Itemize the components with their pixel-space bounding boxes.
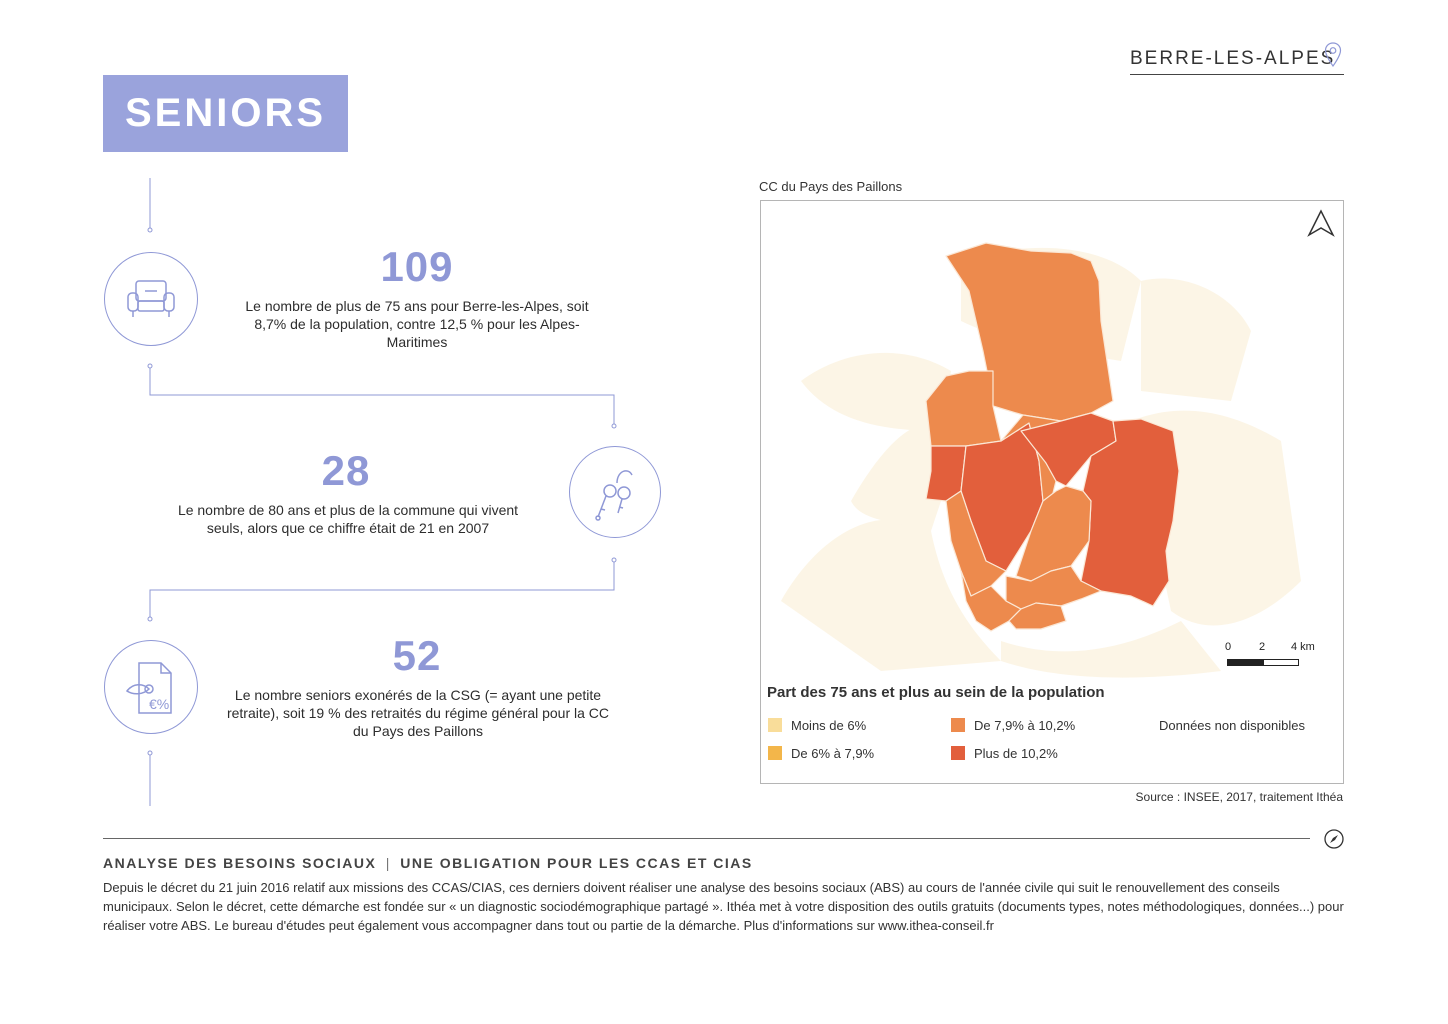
footer-title-separator: | (385, 855, 391, 871)
legend-title: Part des 75 ans et plus au sein de la po… (767, 684, 1105, 701)
map-source: Source : INSEE, 2017, traitement Ithéa (1135, 790, 1343, 804)
stat-value-2: 28 (321, 447, 371, 494)
keys-icon-circle (569, 446, 661, 538)
section-title: SENIORS (124, 91, 327, 135)
keys-icon (595, 470, 633, 521)
legend-swatch-1 (768, 718, 782, 732)
legend-swatch-2 (768, 746, 782, 760)
timeline-connectors (147, 178, 617, 806)
armchair-icon (127, 280, 175, 317)
stat-value-1: 109 (380, 243, 454, 290)
legend-label-2: De 6% à 7,9% (791, 746, 875, 761)
compass-icon (1324, 829, 1344, 849)
map-pin-icon (1324, 42, 1342, 68)
footer-title-right: UNE OBLIGATION POUR LES CCAS ET CIAS (400, 855, 753, 871)
legend-label-1: Moins de 6% (791, 718, 867, 733)
stat-text-2: Le nombre de 80 ans et plus de la commun… (177, 502, 519, 536)
scale-label-0: 0 (1225, 641, 1232, 653)
scale-label-2: 2 (1259, 641, 1266, 653)
legend-label-4: Plus de 10,2% (974, 746, 1058, 761)
document-percent-icon-circle: €% (104, 640, 198, 734)
map-caption: CC du Pays des Paillons (759, 179, 903, 194)
location-header: BERRE-LES-ALPES (1130, 42, 1344, 75)
north-arrow-icon (1307, 209, 1335, 237)
legend-swatch-4 (951, 746, 965, 760)
footer-title-left: ANALYSE DES BESOINS SOCIAUX (103, 855, 377, 871)
scale-bar-dark (1227, 659, 1263, 666)
section-banner: SENIORS (103, 75, 348, 152)
armchair-icon-circle (104, 252, 198, 346)
scale-label-4: 4 km (1291, 641, 1315, 653)
stat-value-3: 52 (392, 632, 442, 679)
legend-swatch-3 (951, 718, 965, 732)
legend-label-3: De 7,9% à 10,2% (974, 718, 1076, 733)
footer-title: ANALYSE DES BESOINS SOCIAUX | UNE OBLIGA… (103, 855, 753, 871)
scale-bar-light (1263, 659, 1299, 666)
footer-divider (103, 838, 1310, 839)
stat-text-1: Le nombre de plus de 75 ans pour Berre-l… (245, 298, 589, 350)
footer-text: Depuis le décret du 21 juin 2016 relatif… (103, 880, 1344, 933)
location-title: BERRE-LES-ALPES (1130, 48, 1336, 69)
map-frame: 0 2 4 km (760, 200, 1344, 784)
choropleth-map (781, 209, 1335, 678)
document-percent-icon: €% (125, 662, 172, 714)
stat-text-3: Le nombre seniors exonérés de la CSG (= … (226, 687, 610, 739)
legend-label-na: Données non disponibles (1159, 718, 1305, 733)
svg-text:€%: €% (149, 696, 169, 712)
